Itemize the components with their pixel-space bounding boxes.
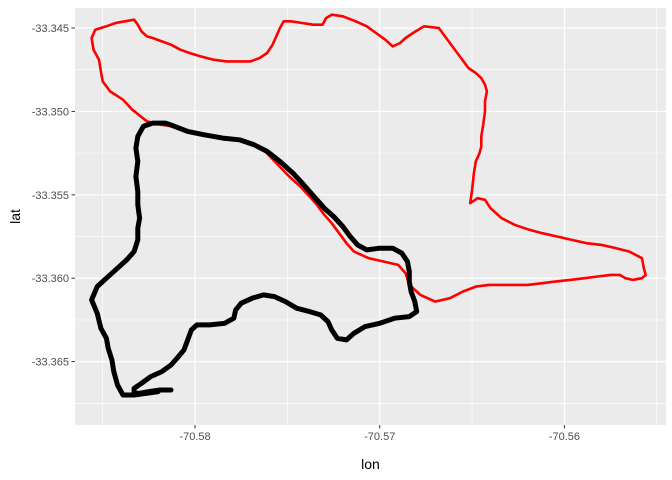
series-line-2 — [89, 120, 420, 398]
y-tick-label: -33.350 — [32, 106, 69, 118]
panel-background — [75, 8, 666, 425]
y-axis-ticks: -33.345 -33.350 -33.355 -33.360 -33.365 — [32, 23, 75, 369]
series-line-1 — [90, 13, 647, 303]
x-tick-label: -70.57 — [364, 431, 395, 443]
minor-gridlines — [75, 8, 666, 425]
y-tick-label: -33.365 — [32, 357, 69, 369]
y-tick-label: -33.345 — [32, 23, 69, 35]
x-tick-label: -70.58 — [179, 431, 210, 443]
x-axis-ticks: -70.58 -70.57 -70.56 — [179, 425, 580, 443]
x-axis-title: lon — [361, 456, 380, 472]
x-tick-label: -70.56 — [549, 431, 580, 443]
y-tick-label: -33.355 — [32, 190, 69, 202]
y-tick-label: -33.360 — [32, 273, 69, 285]
y-axis-title: lat — [7, 209, 23, 224]
series-layer — [89, 13, 647, 398]
